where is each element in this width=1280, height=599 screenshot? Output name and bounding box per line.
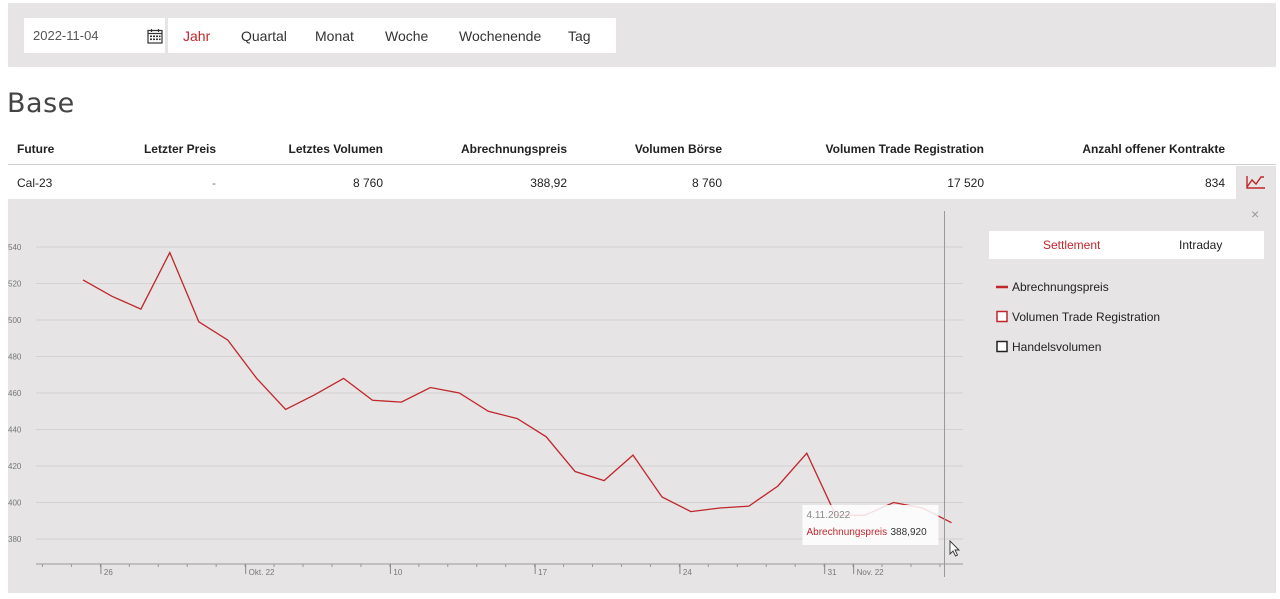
- legend-label: Handelsvolumen: [1012, 340, 1102, 354]
- range-tabs: Jahr Quartal Monat Woche Wochenende Tag: [168, 18, 616, 53]
- x-tick-label: Okt. 22: [249, 568, 275, 577]
- mouse-cursor-icon: [949, 539, 961, 557]
- tab-tag[interactable]: Tag: [568, 28, 591, 44]
- cell-abrechnungspreis: 388,92: [530, 176, 567, 190]
- x-tick-label: 31: [828, 568, 837, 577]
- tab-woche[interactable]: Woche: [385, 28, 429, 44]
- tooltip-value: 388,920: [891, 527, 928, 538]
- tooltip-date: 4.11.2022: [807, 510, 851, 521]
- tab-quartal[interactable]: Quartal: [241, 28, 287, 44]
- y-tick-label: 540: [8, 243, 22, 252]
- col-volumen-boerse: Volumen Börse: [634, 142, 722, 156]
- y-tick-label: 520: [8, 280, 22, 289]
- mode-tabs: Settlement Intraday: [989, 231, 1264, 259]
- cell-anzahl-offener-kontrakte: 834: [1204, 176, 1225, 190]
- y-tick-label: 380: [8, 535, 22, 544]
- tab-monat[interactable]: Monat: [315, 28, 354, 44]
- x-tick-label: 17: [538, 568, 547, 577]
- y-tick-label: 420: [8, 462, 22, 471]
- x-tick-label: 24: [683, 568, 692, 577]
- tab-intraday[interactable]: Intraday: [1179, 238, 1223, 252]
- col-volumen-trade-registration: Volumen Trade Registration: [825, 142, 984, 156]
- legend-label: Abrechnungspreis: [1012, 280, 1109, 294]
- chart-tooltip: 4.11.2022 Abrechnungspreis 388,920: [802, 505, 939, 545]
- y-tick-label: 500: [8, 316, 22, 325]
- table-header: Future Letzter Preis Letztes Volumen Abr…: [8, 134, 1276, 165]
- tab-wochenende[interactable]: Wochenende: [459, 28, 542, 44]
- chart-toggle-button[interactable]: [1236, 166, 1276, 199]
- legend-checkbox-icon: [996, 310, 1008, 323]
- tooltip-series: Abrechnungspreis: [807, 527, 888, 538]
- x-tick-label: Nov. 22: [857, 568, 885, 577]
- col-future: Future: [17, 142, 55, 156]
- calendar-icon[interactable]: [147, 28, 163, 44]
- tab-settlement[interactable]: Settlement: [1043, 238, 1101, 252]
- col-abrechnungspreis: Abrechnungspreis: [460, 142, 567, 156]
- col-anzahl-offener-kontrakte: Anzahl offener Kontrakte: [1082, 142, 1225, 156]
- cell-future: Cal-23: [17, 176, 53, 190]
- x-tick-label: 26: [104, 568, 113, 577]
- toolbar: 2022-11-04 Jahr Quartal Monat Woche Woch…: [8, 3, 1276, 67]
- legend-label: Volumen Trade Registration: [1012, 310, 1161, 324]
- tab-jahr[interactable]: Jahr: [183, 28, 211, 44]
- date-picker[interactable]: 2022-11-04: [24, 18, 165, 53]
- y-tick-label: 480: [8, 353, 22, 362]
- line-chart-icon: [1246, 176, 1265, 189]
- date-input[interactable]: 2022-11-04: [33, 28, 99, 43]
- cell-letztes-volumen: 8 760: [352, 176, 383, 190]
- price-chart[interactable]: 380 400 420 440 460 480 500 520 540 26 Okt. 22 10 1…: [8, 199, 978, 593]
- cell-volumen-trade-registration: 17 520: [947, 176, 984, 190]
- cell-volumen-boerse: 8 760: [691, 176, 722, 190]
- page-title: Base: [7, 88, 75, 119]
- series-line-abrechnungspreis: [82, 250, 952, 524]
- col-letzter-preis: Letzter Preis: [143, 142, 216, 156]
- legend-checkbox-icon: [996, 340, 1008, 353]
- close-icon[interactable]: ×: [1251, 206, 1260, 222]
- chart-panel: × 380 400 420 440 460 480 500 520 540 26 Okt. 22 1…: [8, 199, 1276, 593]
- col-letztes-volumen: Letztes Volumen: [288, 142, 383, 156]
- y-tick-label: 460: [8, 389, 22, 398]
- legend-line-icon: [996, 285, 1008, 289]
- cell-letzter-preis: -: [212, 176, 216, 190]
- y-tick-label: 440: [8, 426, 22, 435]
- y-tick-label: 400: [8, 499, 22, 508]
- table-row[interactable]: Cal-23 - 8 760 388,92 8 760 17 520 834: [8, 165, 1276, 199]
- x-tick-label: 10: [393, 568, 402, 577]
